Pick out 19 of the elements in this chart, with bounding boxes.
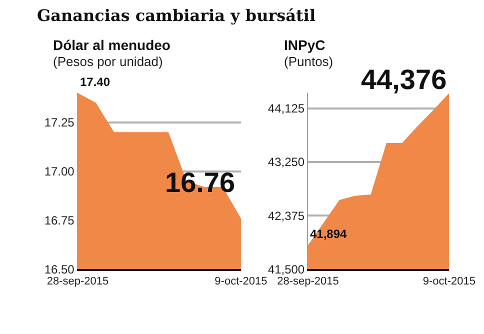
data-label: 17.40: [80, 75, 110, 89]
y-tick-label: 17.00: [44, 164, 75, 179]
chart-title: INPyC: [284, 37, 326, 53]
y-tick-label: 16.75: [44, 213, 75, 228]
text: Ganancias cambiaria y bursátil: [37, 6, 316, 25]
y-tick-label: 17.25: [44, 116, 75, 130]
y-tick-label: 41,500: [268, 262, 305, 276]
x-tick-label: 28-sep-2015: [277, 275, 339, 288]
chart-subtitle: (Pesos por unidad): [53, 54, 163, 69]
data-label: 44,376: [361, 64, 447, 95]
y-tick-label: 42,375: [268, 208, 305, 223]
x-tick-label: 9-oct-2015: [214, 275, 268, 288]
y-tick-label: 43,250: [268, 155, 305, 170]
x-tick-label: 28-sep-2015: [46, 275, 109, 288]
chart-title: Dólar al menudeo: [53, 37, 170, 53]
x-tick-label: 9-oct-2015: [422, 275, 476, 288]
y-tick-label: 16.50: [44, 262, 75, 276]
chart-subtitle: (Puntos): [284, 54, 334, 69]
y-tick-label: 44,125: [268, 102, 305, 116]
